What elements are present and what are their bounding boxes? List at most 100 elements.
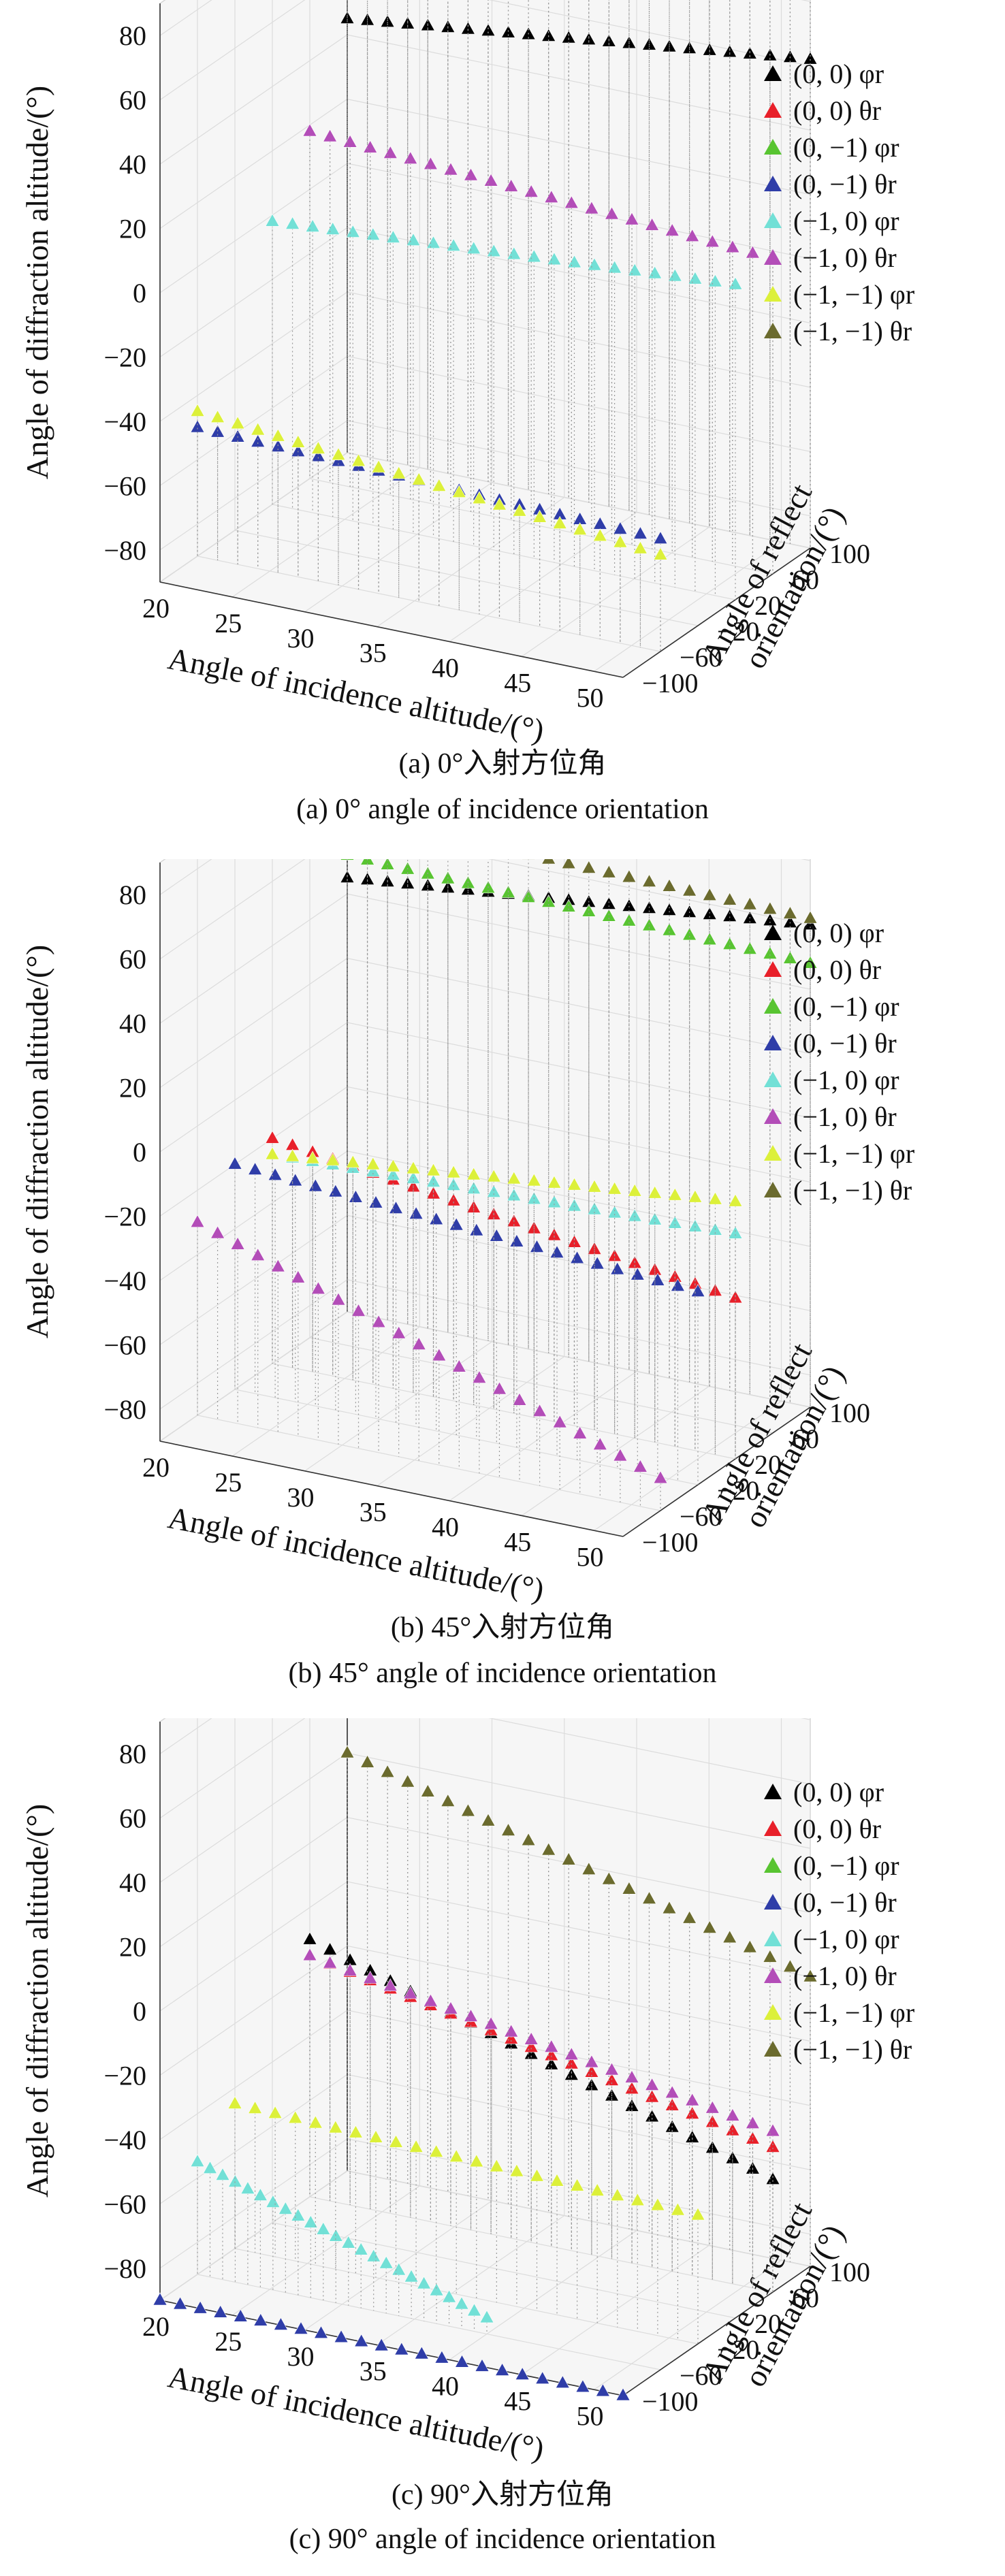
data-point (460, 1803, 475, 1817)
data-point (230, 416, 245, 430)
data-point (803, 910, 818, 924)
data-point (443, 162, 458, 176)
data-point (342, 1963, 357, 1976)
data-point (366, 2249, 381, 2262)
data-point (316, 2221, 331, 2235)
data-point (325, 1153, 340, 1166)
data-point (641, 1890, 657, 1904)
data-point (483, 2016, 498, 2030)
data-point (406, 1161, 421, 1174)
data-point (466, 1167, 481, 1180)
data-point (650, 2197, 665, 2211)
series-7 (347, 0, 811, 548)
data-point (682, 904, 697, 918)
data-point (190, 2154, 205, 2168)
chart-b: 80 60 40 20 0 −20 −40 −60 −80 20 25 30 35 40 45 50 100 60… (20, 859, 914, 1607)
data-point (469, 1223, 484, 1236)
legend-marker (764, 102, 782, 118)
series-4 (265, 213, 743, 600)
legend-marker (764, 176, 782, 191)
data-point (227, 1156, 242, 1170)
x-tick-label: 40 (432, 2371, 459, 2402)
legend-marker (764, 1035, 782, 1050)
data-point (432, 478, 447, 492)
data-point (406, 233, 421, 246)
data-point (725, 240, 740, 253)
x-tick-label: 35 (360, 2356, 387, 2387)
x-tick-label: 20 (142, 1452, 170, 1483)
x-tick-label: 25 (214, 608, 242, 639)
data-point (607, 260, 622, 274)
data-point (385, 1159, 400, 1172)
data-point (630, 1267, 645, 1281)
y-tick-label: −40 (103, 1266, 146, 1296)
data-point (334, 2330, 349, 2343)
legend-label: (−1, 0) θr (793, 1101, 897, 1132)
data-point (385, 229, 400, 243)
data-point (323, 1942, 338, 1955)
legend-label: (−1, −1) θr (793, 316, 912, 347)
x-axis-line (159, 1440, 624, 1537)
data-point (633, 541, 648, 554)
data-point (328, 1184, 343, 1197)
y-tick-label: 0 (133, 1996, 146, 2027)
series-7 (347, 859, 818, 1407)
data-point (266, 2194, 281, 2208)
data-point (745, 2116, 760, 2129)
x-axis-label: Angle of incidence altitude/(°) (165, 1500, 547, 1607)
legend-label: (−1, 0) φr (793, 1065, 899, 1095)
data-point (363, 140, 378, 153)
legend-marker (764, 1894, 782, 1910)
data-point (622, 1881, 637, 1895)
data-point (273, 2317, 288, 2330)
data-point (648, 1262, 663, 1276)
data-point (288, 2110, 303, 2124)
data-point (645, 217, 660, 231)
legend-label: (0, −1) φr (793, 132, 899, 163)
legend-marker (764, 1072, 782, 1087)
data-point (607, 1205, 622, 1219)
data-point (707, 1191, 722, 1205)
data-point (411, 472, 426, 485)
y-tick-label: −40 (103, 2125, 146, 2155)
data-point (763, 901, 778, 915)
z-tick-label: −20 (717, 2334, 760, 2365)
legend-marker (764, 1182, 782, 1197)
data-point (265, 213, 280, 227)
data-point (529, 2168, 545, 2182)
x-tick-label: 25 (214, 2326, 242, 2357)
x-tick-label: 35 (360, 1497, 387, 1528)
z-tick-label: 100 (829, 2257, 870, 2287)
data-point (573, 1426, 588, 1439)
z-tick-label: −100 (642, 668, 699, 698)
data-point (504, 178, 519, 192)
data-point (763, 913, 778, 926)
z-tick-label: 20 (754, 1449, 782, 1480)
data-point (575, 2379, 590, 2393)
x-axis-label: Angle of incidence altitude/(°) (165, 641, 547, 747)
data-point (310, 440, 325, 454)
data-point (682, 883, 697, 897)
data-point (251, 422, 266, 436)
data-point (564, 195, 579, 209)
data-point (486, 244, 501, 257)
data-point (302, 123, 317, 137)
z-tick-label: −100 (642, 2386, 699, 2417)
data-point (265, 1146, 280, 1160)
data-point (351, 1303, 366, 1317)
data-point (360, 1754, 375, 1768)
x-tick-label: 35 (360, 638, 387, 669)
legend-label: (0, −1) φr (793, 991, 899, 1022)
data-point (268, 1168, 283, 1181)
data-point (512, 503, 527, 517)
z-tick-label: 100 (829, 538, 870, 569)
z-axis-line (622, 1406, 811, 1537)
data-point (451, 485, 466, 498)
data-point (429, 2283, 444, 2296)
grid-line (159, 0, 811, 101)
series-7 (340, 1745, 818, 2266)
y-tick-label: 60 (119, 944, 146, 975)
data-point (613, 534, 628, 548)
data-point (504, 2024, 519, 2038)
y-tick-label: 80 (119, 880, 146, 910)
